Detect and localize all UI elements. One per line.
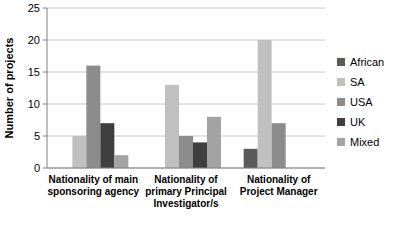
grid-line bbox=[47, 168, 325, 169]
legend-swatch bbox=[337, 58, 345, 66]
legend-label: SA bbox=[350, 76, 365, 88]
tick-label: 10 bbox=[28, 98, 40, 110]
legend-swatch bbox=[337, 138, 345, 146]
legend-label: USA bbox=[350, 96, 373, 108]
category-label-line: Investigator/s bbox=[153, 198, 218, 209]
tick-mark bbox=[43, 104, 47, 105]
category-label-line: Nationality of bbox=[154, 174, 218, 185]
bar bbox=[179, 136, 193, 168]
category-label: Nationality ofprimary PrincipalInvestiga… bbox=[145, 174, 227, 209]
tick-mark bbox=[43, 8, 47, 9]
bar bbox=[207, 117, 221, 168]
category-label: Nationality ofProject Manager bbox=[240, 174, 318, 197]
bar bbox=[258, 40, 272, 168]
bar bbox=[244, 149, 258, 168]
tick-label: 25 bbox=[28, 2, 40, 14]
tick-mark bbox=[43, 136, 47, 137]
bar bbox=[100, 123, 114, 168]
legend-swatch bbox=[337, 78, 345, 86]
y-axis bbox=[47, 8, 48, 168]
x-axis bbox=[47, 168, 325, 169]
category-label-line: primary Principal bbox=[145, 186, 227, 197]
category-label-line: Nationality of main bbox=[49, 174, 138, 185]
tick-mark bbox=[43, 40, 47, 41]
grid-line bbox=[47, 8, 325, 9]
tick-label: 20 bbox=[28, 34, 40, 46]
tick-label: 0 bbox=[34, 162, 40, 174]
legend-label: UK bbox=[350, 116, 366, 128]
bar bbox=[114, 155, 128, 168]
bar bbox=[86, 66, 100, 168]
bar bbox=[165, 85, 179, 168]
tick-label: 15 bbox=[28, 66, 40, 78]
legend-swatch bbox=[337, 98, 345, 106]
legend-label: African bbox=[350, 56, 384, 68]
category-label: Nationality of mainsponsoring agency bbox=[47, 174, 139, 197]
legend-swatch bbox=[337, 118, 345, 126]
bar bbox=[193, 142, 207, 168]
grid-line bbox=[47, 40, 325, 41]
tick-mark bbox=[43, 168, 47, 169]
chart: 0 5 10 15 20 25 Nationality of mainsponsoring … bbox=[0, 0, 400, 245]
bar bbox=[272, 123, 286, 168]
category-label-line: sponsoring agency bbox=[47, 186, 139, 197]
category-label-line: Project Manager bbox=[240, 186, 318, 197]
tick-label: 5 bbox=[34, 130, 40, 142]
tick-mark bbox=[43, 72, 47, 73]
category-label-line: Nationality of bbox=[247, 174, 311, 185]
y-axis-label: Number of projects bbox=[3, 38, 15, 139]
bar bbox=[72, 136, 86, 168]
legend-label: Mixed bbox=[350, 136, 379, 148]
